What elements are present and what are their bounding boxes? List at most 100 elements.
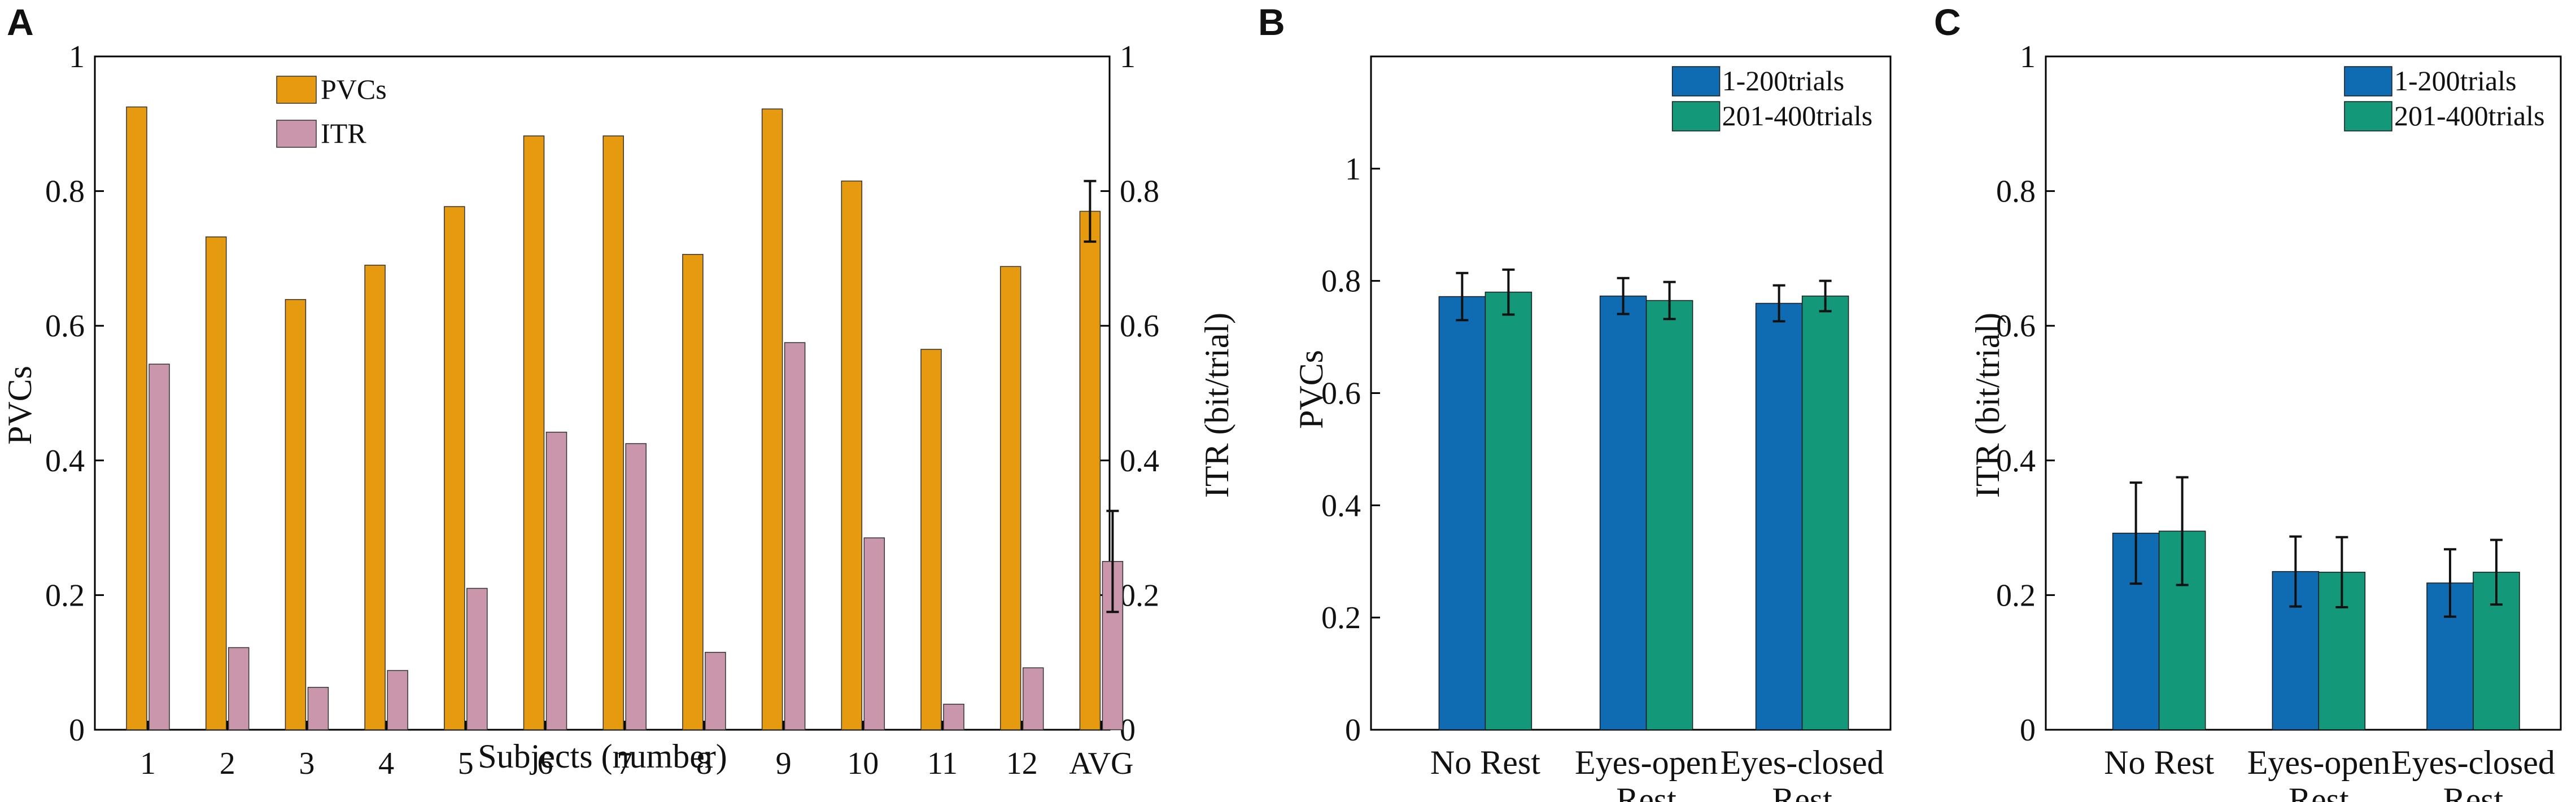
panel-a-xtick-label: 10: [847, 746, 879, 781]
panel-b-xtick-label-line: Rest: [1616, 781, 1676, 802]
panel-a-ytick-label-right: 1: [1120, 40, 1136, 74]
panel-a-ytick-label: 0.2: [45, 578, 85, 613]
panel-b-xtick-label: Eyes-closed Rest: [1721, 744, 1884, 802]
panel-b-xtick-label: No Rest: [1430, 744, 1540, 781]
panel-a-bar-pvcs: [761, 108, 783, 730]
panel-b-xtick-label-line: Eyes-open: [1575, 744, 1718, 781]
panel-c-legend-label: 1-200trials: [2394, 65, 2517, 97]
panel-a-bar-itr: [307, 687, 329, 730]
panel-a-bar-pvcs: [1079, 211, 1101, 730]
panel-a-xtick-label: 8: [696, 746, 712, 781]
panel-c-ytick-label: 1: [2020, 40, 2036, 74]
panel-a-xtick-label: 1: [140, 746, 156, 781]
panel-a-bar-pvcs: [205, 236, 227, 730]
panel-c-xtick-label: Eyes-open Rest: [2247, 744, 2390, 802]
panel-a-xtick-label: 11: [927, 746, 958, 781]
panel-a-bar-itr: [228, 647, 250, 730]
panel-a-ytick-label-right: 0.6: [1120, 309, 1159, 344]
panel-a-ytick-label: 1: [69, 40, 85, 74]
panel-b-legend-swatch-201-400: [1671, 101, 1721, 132]
panel-a-legend-swatch-itr: [276, 120, 317, 148]
panel-b-xtick-label-line: Eyes-closed: [1721, 744, 1884, 781]
panel-c-legend-swatch-1-200: [2344, 66, 2392, 97]
panel-b-letter: B: [1258, 1, 1285, 43]
panel-a-ytick-label: 0.8: [45, 174, 85, 209]
panel-a-bar-pvcs: [126, 106, 147, 730]
panel-b-bar-201-400: [1485, 291, 1532, 730]
panel-a-bar-itr: [545, 431, 567, 730]
panel-c-xtick-label-line: Eyes-closed: [2391, 744, 2555, 781]
panel-a-legend-label: ITR: [321, 117, 366, 149]
panel-b-ytick-label: 0.6: [1321, 376, 1361, 411]
panel-a-bar-itr: [1022, 667, 1044, 730]
panel-a-bar-itr: [387, 670, 408, 730]
panel-a-bar-pvcs: [920, 349, 942, 730]
panel-a-ytick-label-right: 0.2: [1120, 578, 1159, 613]
panel-a-legend-swatch-pvcs: [276, 76, 317, 104]
panel-b-xtick-label-line: No Rest: [1430, 744, 1540, 781]
panel-c-ylabel: ITR (bit/trial): [1969, 313, 2006, 498]
panel-b-xtick-label-line: Rest: [1772, 781, 1832, 802]
panel-a-xtick-label: 5: [458, 746, 474, 781]
panel-a-bar-itr: [784, 342, 806, 730]
panel-b-ytick-label: 0.8: [1321, 264, 1361, 299]
panel-a-bar-itr: [625, 443, 647, 730]
panel-a-xtick-label: 12: [1006, 746, 1038, 781]
panel-b-ytick-label: 0.2: [1321, 601, 1361, 636]
panel-a-bar-pvcs: [444, 206, 465, 730]
panel-b-ytick-label: 1: [1345, 152, 1361, 187]
panel-b-legend-swatch-1-200: [1671, 66, 1721, 97]
panel-a-ytick-label-right: 0.8: [1120, 174, 1159, 209]
panel-b-legend-label: 1-200trials: [1722, 65, 1845, 97]
panel-a-xtick-label: 3: [299, 746, 315, 781]
panel-c-ytick-label: 0.2: [1996, 578, 2036, 613]
panel-c-chart: ITR (bit/trial) 0 0.2 0.4 0.6 0.8 1 No Rest Eye…: [1969, 40, 2562, 802]
panel-a-bar-itr: [863, 537, 885, 730]
panel-c-xtick-label: Eyes-closed Rest: [2391, 744, 2555, 802]
panel-c-legend-label: 201-400trials: [2394, 100, 2545, 132]
panel-c-ytick-label: 0.8: [1996, 174, 2036, 209]
panel-b-bar-201-400: [1645, 300, 1693, 730]
panel-c-xtick-label-line: Rest: [2443, 781, 2504, 802]
panel-a-ylabel: PVCs: [1, 366, 38, 445]
panel-b-bar-1-200: [1755, 303, 1803, 730]
panel-c-xtick-label-line: No Rest: [2104, 744, 2214, 781]
panel-a-letter: A: [7, 1, 34, 43]
panel-a-bar-pvcs: [682, 253, 704, 730]
panel-a-ytick-label: 0.4: [45, 444, 85, 479]
panel-c-ytick-label: 0.4: [1996, 444, 2036, 479]
panel-c-xtick-label: No Rest: [2104, 744, 2214, 781]
panel-b-bar-1-200: [1599, 295, 1647, 730]
panel-a-ytick-label: 0.6: [45, 309, 85, 344]
panel-a-xlabel: Subjects (number): [478, 738, 727, 775]
panel-a-ytick-label-right: 0.4: [1120, 444, 1159, 479]
panel-a-bar-pvcs: [602, 135, 624, 730]
panel-a-bar-itr: [705, 652, 726, 730]
panel-a-bar-pvcs: [999, 266, 1021, 730]
panel-b-bar-201-400: [1801, 295, 1849, 730]
panel-a-axes-box: [94, 55, 1111, 731]
panel-a-xtick-label: 2: [220, 746, 235, 781]
panel-b-ytick-label: 0: [1345, 713, 1361, 748]
panel-b-xtick-label: Eyes-open Rest: [1575, 744, 1718, 802]
panel-c-ytick-label: 0: [2020, 713, 2036, 748]
panel-a-bar-pvcs: [364, 265, 386, 730]
panel-c-xtick-label-line: Eyes-open: [2247, 744, 2390, 781]
panel-b-ytick-label: 0.4: [1321, 488, 1361, 523]
panel-a-ylabel-right: ITR (bit/trial): [1198, 313, 1235, 498]
panel-c-ytick-label: 0.6: [1996, 309, 2036, 344]
panel-a-bar-pvcs: [285, 299, 307, 730]
panel-c-legend-swatch-201-400: [2344, 101, 2392, 132]
panel-a-bar-itr: [943, 703, 964, 730]
panel-a-ytick-label: 0: [69, 713, 85, 748]
panel-a-chart: PVCs ITR (bit/trial) Subjects (number) 0…: [1, 40, 1235, 781]
panel-c-xtick-label-line: Rest: [2289, 781, 2349, 802]
panel-a-xtick-label: 9: [776, 746, 792, 781]
panel-b-bar-1-200: [1438, 296, 1486, 730]
panel-a-legend-label: PVCs: [321, 73, 387, 105]
panel-a-bar-pvcs: [841, 180, 863, 730]
panel-b-ylabel: PVCs: [1293, 350, 1330, 429]
panel-c-letter: C: [1934, 1, 1961, 43]
